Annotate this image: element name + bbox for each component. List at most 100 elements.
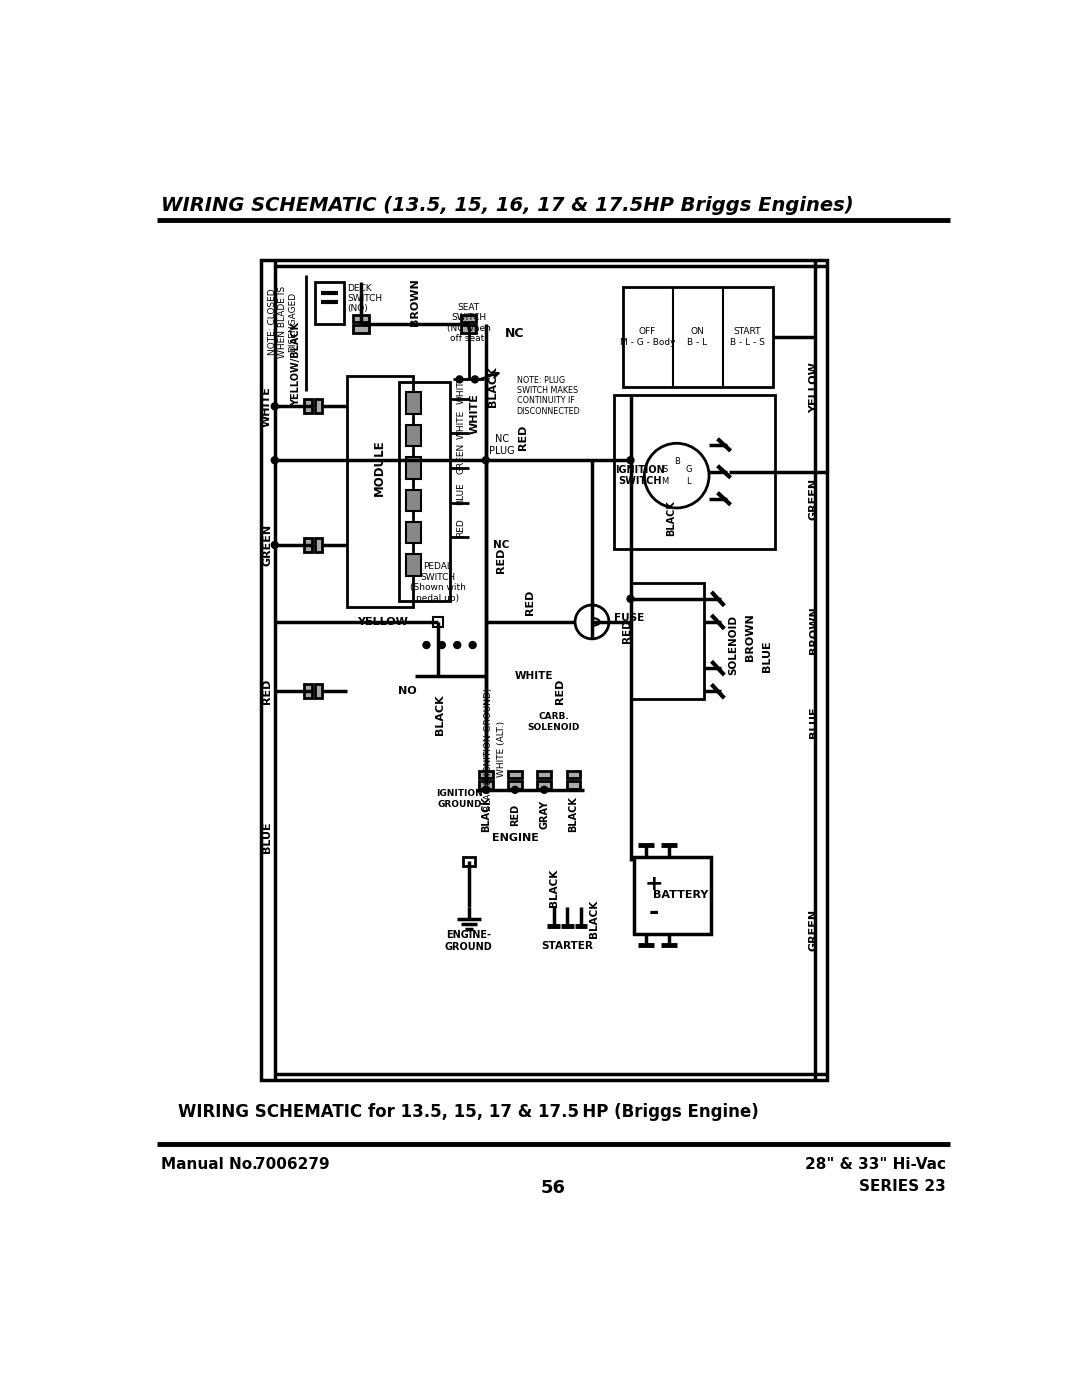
Bar [406,457,421,479]
Bar [538,781,551,789]
Text: DECK
SWITCH
(NO): DECK SWITCH (NO) [347,284,382,313]
Text: BLACK: BLACK [568,796,579,833]
Text: WHITE: WHITE [262,386,272,426]
Text: BLUE: BLUE [262,821,272,854]
Circle shape [423,641,430,648]
Text: RED: RED [262,679,272,704]
Circle shape [271,542,279,549]
Text: YELLOW: YELLOW [357,617,408,627]
Bar [433,617,443,627]
Bar [461,326,476,334]
Text: ON
B - L: ON B - L [688,327,707,346]
Text: S: S [662,465,667,474]
Text: YELLOW: YELLOW [809,362,819,412]
Text: WHITE: WHITE [515,671,554,680]
Text: RED: RED [622,619,632,643]
Circle shape [472,376,478,383]
Bar [462,856,475,866]
Text: NOTE: PLUG
SWITCH MAKES
CONTINUITY IF
DISCONNECTED: NOTE: PLUG SWITCH MAKES CONTINUITY IF DI… [516,376,580,416]
Bar [314,282,345,324]
Text: G: G [685,465,691,474]
Text: GRAY: GRAY [539,800,550,828]
Text: IGNITION
SWITCH: IGNITION SWITCH [615,465,664,486]
Bar [314,538,323,552]
Text: GREEN: GREEN [262,524,272,566]
Bar [634,856,712,933]
Text: Manual No.: Manual No. [161,1157,257,1172]
Bar [508,781,522,789]
Bar [314,685,323,698]
Bar [461,314,476,323]
Bar [538,771,551,778]
Circle shape [454,641,461,648]
Bar [567,771,580,778]
Text: BLUE: BLUE [809,707,819,738]
Text: 28" & 33" Hi-Vac: 28" & 33" Hi-Vac [806,1157,946,1172]
Circle shape [469,641,476,648]
Text: BLACK (IGNITION GROUND): BLACK (IGNITION GROUND) [484,687,492,810]
Circle shape [483,457,489,464]
Text: ENGINE: ENGINE [491,833,539,842]
Bar [406,393,421,414]
Text: NOTE: CLOSED
WHEN BLADE IS
DISENGAGED: NOTE: CLOSED WHEN BLADE IS DISENGAGED [268,285,297,358]
Text: STARTER: STARTER [541,942,593,951]
Circle shape [456,376,463,383]
Bar [347,376,413,606]
Text: NO: NO [397,686,417,696]
Circle shape [271,402,279,409]
Text: GREEN: GREEN [809,478,819,520]
Text: BROWN: BROWN [745,613,755,661]
Bar [400,381,449,601]
Text: RED: RED [517,425,528,450]
Text: ENGINE-
GROUND: ENGINE- GROUND [445,930,492,951]
Text: BATTERY: BATTERY [653,890,708,900]
Bar [353,326,368,334]
Text: M: M [662,478,669,486]
Text: PEDAL
SWITCH
(Shown with
pedal up): PEDAL SWITCH (Shown with pedal up) [410,563,465,602]
Text: NC
PLUG: NC PLUG [489,434,515,455]
Bar [508,771,522,778]
Text: RED: RED [510,803,519,826]
Text: NC: NC [505,327,525,339]
Text: BLACK: BLACK [589,900,598,937]
Text: SERIES 23: SERIES 23 [860,1179,946,1193]
Circle shape [483,787,489,793]
Bar [305,400,312,414]
Bar [623,286,773,387]
Text: NC: NC [494,539,510,550]
Text: L: L [686,478,690,486]
Text: SEAT
SWITCH
(NC when
off seat): SEAT SWITCH (NC when off seat) [447,303,490,344]
Circle shape [627,595,634,602]
Bar [406,555,421,576]
Text: BLACK: BLACK [488,367,499,408]
Bar [261,260,827,1080]
Circle shape [627,457,634,464]
Text: WHITE: WHITE [457,409,465,439]
Text: OFF
M - G - Body: OFF M - G - Body [620,327,675,346]
Text: BROWN: BROWN [410,278,420,327]
Text: GREEN: GREEN [457,443,465,475]
Bar [406,425,421,447]
Circle shape [438,641,445,648]
Bar [406,489,421,511]
Text: FUSE: FUSE [613,613,644,623]
Bar [305,685,312,698]
Text: BLACK: BLACK [481,796,490,833]
Text: YELLOW/BLACK: YELLOW/BLACK [292,321,301,407]
Text: WIRING SCHEMATIC (13.5, 15, 16, 17 & 17.5HP Briggs Engines): WIRING SCHEMATIC (13.5, 15, 16, 17 & 17.… [161,197,853,215]
Text: SOLENOID: SOLENOID [728,615,738,675]
Text: BROWN: BROWN [809,606,819,654]
Text: B: B [674,457,679,467]
Text: RED: RED [525,590,536,615]
Text: MODULE: MODULE [373,440,386,496]
Text: 7006279: 7006279 [255,1157,329,1172]
Text: WIRING SCHEMATIC for 13.5, 15, 17 & 17.5 HP (Briggs Engine): WIRING SCHEMATIC for 13.5, 15, 17 & 17.5… [178,1104,759,1122]
Bar [406,522,421,543]
Bar [567,781,580,789]
Text: RED: RED [496,548,507,573]
Text: GREEN: GREEN [809,909,819,951]
Bar [305,538,312,552]
Text: BLACK: BLACK [434,694,445,735]
Text: 56: 56 [541,1179,566,1197]
Bar [631,584,704,698]
